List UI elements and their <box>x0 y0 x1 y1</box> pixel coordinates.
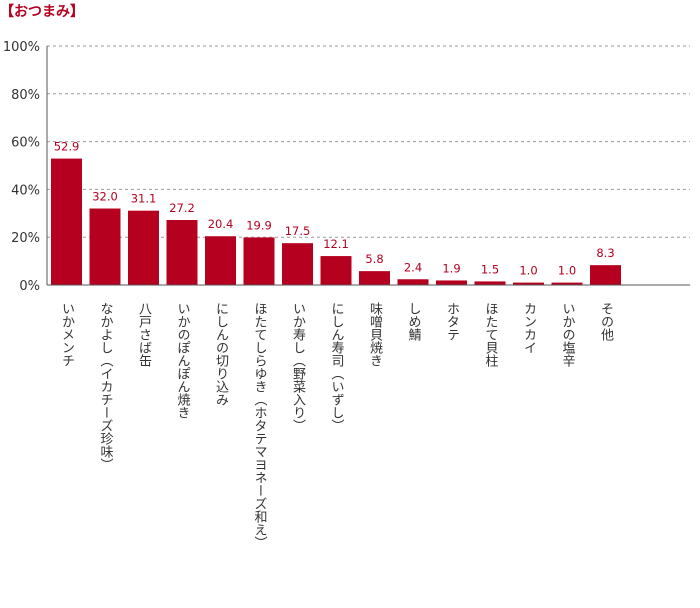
axes <box>46 46 690 286</box>
x-tick-label: いかのぽんぽん焼き <box>175 302 191 419</box>
data-label: 31.1 <box>131 192 157 206</box>
data-label: 1.9 <box>442 261 460 275</box>
y-tick-label: 60% <box>11 136 40 151</box>
y-tick-label: 100% <box>3 40 40 55</box>
bar <box>397 279 429 285</box>
data-label: 1.0 <box>519 264 537 278</box>
bar <box>205 236 236 285</box>
x-tick-label: しめ鯖 <box>406 302 422 341</box>
data-label: 5.8 <box>365 252 383 266</box>
data-label: 1.0 <box>558 264 576 278</box>
x-tick-label: いかの塩辛 <box>560 302 576 367</box>
bar <box>513 282 544 285</box>
data-label: 12.1 <box>323 237 349 251</box>
bars <box>51 158 621 285</box>
data-label: 52.9 <box>54 140 80 154</box>
bar <box>89 208 121 285</box>
data-label: 2.4 <box>404 260 422 274</box>
bar <box>359 271 390 285</box>
bar <box>551 282 583 285</box>
data-label: 20.4 <box>208 217 234 231</box>
data-label: 19.9 <box>246 218 272 232</box>
x-tick-label: にしん寿司（いずし） <box>329 302 345 432</box>
y-tick-label: 40% <box>11 183 40 198</box>
data-label: 27.2 <box>169 201 195 215</box>
x-tick-label: いか寿し（野菜入り） <box>290 302 306 432</box>
x-tick-label: その他 <box>598 302 614 342</box>
x-tick-label: カンカイ <box>521 302 536 354</box>
x-tick-label: ほたて貝柱 <box>483 302 499 368</box>
x-tick-label: いかメンチ <box>59 302 74 367</box>
y-tick-label: 0% <box>19 279 40 294</box>
x-tick-label: ホタテ <box>444 302 459 341</box>
bar <box>590 265 621 285</box>
x-tick-label: なかよし（イカチーズ珍味） <box>98 302 114 471</box>
data-label: 1.5 <box>481 262 499 276</box>
chart-title: 【おつまみ】 <box>0 4 84 20</box>
bar <box>166 219 198 285</box>
y-tick-label: 80% <box>11 88 40 103</box>
x-tick-label: ほたてしらゆき（ホタテマヨネーズ和え） <box>252 302 268 549</box>
labels: 0% 20% 40% 60% 80% 100% 52.9 いかメンチ 32.0 なかよし（イカチー… <box>3 40 615 549</box>
bar <box>282 243 313 285</box>
data-label: 17.5 <box>285 224 311 238</box>
x-tick-label: にしんの切り込み <box>213 302 229 406</box>
bar <box>320 256 352 285</box>
x-tick-label: 八戸さば缶 <box>136 302 152 367</box>
y-tick-label: 20% <box>11 231 40 246</box>
bar <box>243 237 275 285</box>
data-label: 32.0 <box>92 190 118 204</box>
x-tick-label: 味噌貝焼き <box>367 302 383 367</box>
bar <box>474 281 506 285</box>
gridlines <box>47 45 690 238</box>
bar <box>128 210 159 285</box>
bar <box>51 158 82 285</box>
bar <box>436 280 467 285</box>
data-label: 8.3 <box>596 246 614 260</box>
